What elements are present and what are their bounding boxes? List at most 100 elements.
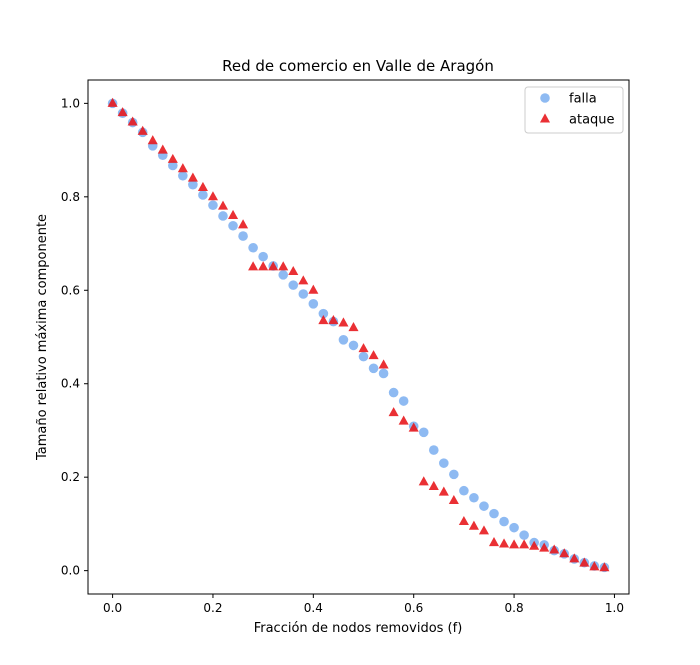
point-ataque: [308, 284, 319, 294]
point-falla: [388, 387, 399, 398]
point-ataque: [318, 315, 329, 325]
point-falla: [258, 251, 268, 262]
point-falla: [378, 368, 389, 379]
point-ataque: [177, 163, 188, 173]
point-ataque: [559, 548, 570, 558]
y-tick-label: 0.8: [61, 190, 80, 204]
legend-label-falla: falla: [569, 92, 597, 107]
point-ataque: [448, 494, 459, 505]
point-ataque: [248, 261, 259, 271]
chart-title: Red de comercio en Valle de Aragón: [222, 57, 494, 75]
point-ataque: [519, 539, 530, 549]
point-ataque: [569, 553, 580, 563]
point-falla: [228, 220, 238, 231]
point-falla: [298, 289, 309, 299]
point-falla: [188, 179, 198, 190]
point-falla: [338, 335, 349, 345]
series-ataque: [107, 97, 610, 572]
point-ataque: [328, 315, 339, 325]
point-falla: [519, 530, 529, 540]
point-falla: [348, 340, 359, 351]
plot-area-frame: [87, 79, 630, 595]
point-falla: [218, 211, 228, 221]
legend-label-ataque: ataque: [569, 113, 615, 128]
y-axis-label: Tamaño relativo máxima componente: [35, 214, 50, 461]
point-ataque: [599, 562, 610, 572]
point-falla: [469, 492, 479, 503]
point-ataque: [579, 557, 590, 567]
x-tick-label: 0.2: [203, 601, 222, 615]
x-tick-label: 0.4: [304, 601, 323, 615]
x-axis-label: Fracción de nodos removidos (f): [254, 621, 463, 636]
point-falla: [248, 242, 258, 253]
point-falla: [489, 508, 499, 519]
y-axis: 0.0 0.2 0.4 0.6 0.8 1.0: [61, 96, 88, 578]
point-ataque: [227, 209, 239, 219]
point-ataque: [488, 537, 500, 547]
point-ataque: [217, 200, 229, 210]
point-falla: [428, 445, 439, 455]
point-falla: [308, 299, 319, 309]
point-ataque: [509, 539, 520, 549]
x-tick-label: 1.0: [605, 601, 624, 615]
data-points: [107, 97, 610, 573]
point-falla: [439, 458, 449, 468]
point-falla: [178, 170, 188, 181]
point-ataque: [529, 540, 540, 550]
point-falla: [368, 363, 379, 374]
point-falla: [499, 516, 509, 527]
point-falla: [479, 501, 489, 511]
point-falla: [418, 427, 429, 438]
y-tick-label: 0.0: [61, 564, 80, 578]
point-falla: [509, 522, 519, 533]
point-falla: [449, 469, 459, 480]
point-ataque: [278, 261, 289, 271]
point-falla: [398, 396, 409, 406]
point-ataque: [589, 561, 600, 571]
point-ataque: [107, 97, 118, 107]
point-falla: [278, 270, 289, 280]
x-tick-label: 0.8: [505, 601, 524, 615]
point-ataque: [368, 350, 379, 360]
y-tick-label: 0.4: [61, 377, 80, 391]
point-ataque: [498, 538, 510, 548]
point-ataque: [197, 181, 208, 191]
point-ataque: [288, 265, 299, 276]
y-tick-label: 1.0: [61, 96, 80, 110]
point-ataque: [358, 343, 369, 353]
point-ataque: [478, 525, 490, 535]
point-ataque: [117, 107, 128, 117]
legend: falla ataque: [524, 86, 624, 134]
point-ataque: [147, 135, 158, 145]
x-axis: 0.0 0.2 0.4 0.6 0.8 1.0: [103, 594, 624, 615]
point-ataque: [408, 422, 419, 432]
point-ataque: [438, 486, 449, 496]
point-ataque: [258, 261, 269, 271]
point-ataque: [238, 219, 249, 229]
point-ataque: [268, 261, 279, 271]
point-ataque: [187, 172, 198, 182]
point-falla: [198, 190, 208, 200]
point-ataque: [398, 415, 409, 425]
y-tick-label: 0.6: [61, 283, 80, 297]
x-tick-label: 0.0: [103, 601, 122, 615]
point-ataque: [418, 476, 429, 486]
point-ataque: [428, 480, 439, 490]
point-ataque: [549, 544, 560, 554]
point-ataque: [137, 125, 148, 135]
x-tick-label: 0.6: [404, 601, 423, 615]
legend-marker-ataque: [539, 113, 551, 123]
point-ataque: [458, 515, 469, 526]
point-ataque: [348, 322, 359, 332]
point-ataque: [127, 116, 138, 126]
point-ataque: [468, 520, 479, 530]
point-ataque: [338, 317, 349, 327]
point-falla: [318, 308, 329, 319]
legend-marker-falla: [540, 93, 550, 103]
point-falla: [358, 351, 369, 362]
point-falla: [208, 200, 218, 211]
point-ataque: [167, 153, 178, 163]
point-ataque: [388, 407, 399, 417]
point-falla: [238, 231, 248, 241]
